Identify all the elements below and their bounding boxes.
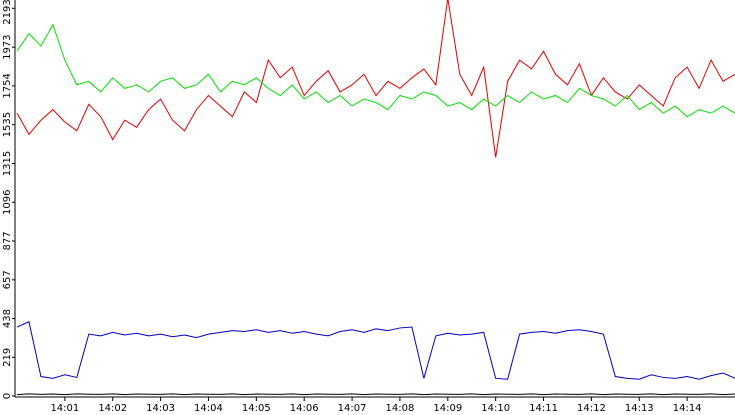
x-tick-label: 14:12	[577, 403, 606, 414]
x-tick-label: 14:05	[242, 403, 271, 414]
x-tick-label: 14:06	[290, 403, 319, 414]
x-tick-label: 14:10	[481, 403, 510, 414]
y-tick-label: 2193	[2, 0, 13, 25]
x-tick-label: 14:11	[529, 403, 558, 414]
y-tick-label: 1754	[2, 73, 13, 98]
x-tick-label: 14:13	[625, 403, 654, 414]
series-line	[16, 393, 735, 396]
x-tick-label: 14:09	[433, 403, 462, 414]
x-tick-label: 14:02	[98, 403, 127, 414]
y-tick-label: 438	[2, 309, 13, 328]
series-line	[16, 23, 735, 118]
x-tick-label: 14:01	[50, 403, 79, 414]
y-tick-label: 0	[2, 393, 13, 399]
x-tick-label: 14:14	[673, 403, 702, 414]
series-line	[16, 321, 735, 380]
y-tick-label: 1973	[2, 34, 13, 59]
x-tick-label: 14:08	[386, 403, 415, 414]
y-tick-label: 1096	[2, 190, 13, 215]
x-tick-label: 14:03	[146, 403, 175, 414]
y-tick-label: 657	[2, 270, 13, 289]
series-line	[16, 0, 735, 158]
y-tick-label: 1315	[2, 151, 13, 176]
x-tick-label: 14:04	[194, 403, 223, 414]
x-tick-label: 14:07	[338, 403, 367, 414]
y-tick-label: 1535	[2, 112, 13, 137]
y-tick-label: 219	[2, 348, 13, 367]
y-tick-label: 877	[2, 231, 13, 250]
